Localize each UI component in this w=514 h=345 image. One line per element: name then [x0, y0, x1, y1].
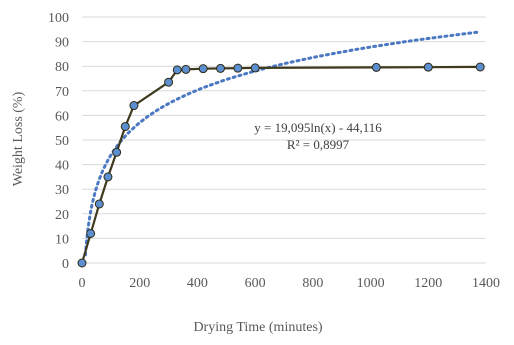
x-tick-label: 200: [129, 276, 150, 291]
gridlines: [82, 16, 486, 239]
x-tick-label: 1200: [414, 276, 442, 291]
y-tick-label: 30: [55, 183, 69, 198]
x-tick-label: 0: [79, 276, 86, 291]
data-point: [94, 199, 104, 209]
data-point: [216, 63, 226, 73]
data-point: [129, 101, 139, 111]
y-tick-label: 100: [48, 11, 69, 26]
y-axis-title: Weight Loss (%): [11, 91, 26, 186]
data-point: [250, 63, 260, 73]
data-point: [164, 77, 174, 87]
y-tick-label: 50: [55, 134, 69, 149]
x-tick-label: 600: [245, 276, 266, 291]
y-tick-labels: 0 10 20 30 40 50 60 70 80 90 100: [48, 11, 69, 272]
x-tick-label: 1000: [357, 276, 385, 291]
y-tick-label: 90: [55, 36, 69, 51]
y-tick-label: 40: [55, 159, 69, 174]
data-point: [198, 64, 208, 74]
data-point: [172, 65, 182, 75]
data-point: [475, 62, 485, 72]
y-tick-label: 80: [55, 60, 69, 75]
data-point: [112, 147, 122, 157]
x-axis-title: Drying Time (minutes): [193, 320, 322, 335]
y-tick-label: 10: [55, 232, 69, 247]
y-tick-label: 70: [55, 85, 69, 100]
data-point: [120, 121, 130, 131]
trendline-equation: y = 19,095ln(x) - 44,116: [254, 120, 382, 135]
trendline-r-squared: R² = 0,8997: [287, 137, 350, 152]
y-tick-label: 0: [62, 257, 69, 272]
x-tick-label: 400: [187, 276, 208, 291]
data-point: [423, 62, 433, 72]
x-tick-label: 800: [302, 276, 323, 291]
data-point: [233, 63, 243, 73]
y-tick-label: 20: [55, 208, 69, 223]
trendline: [84, 30, 482, 257]
y-tick-label: 60: [55, 109, 69, 124]
data-point: [86, 228, 96, 238]
data-point: [371, 62, 381, 72]
data-point: [103, 172, 113, 182]
data-points: [77, 62, 485, 268]
data-point: [181, 64, 191, 74]
x-tick-labels: 0 200 400 600 800 1000 1200 1400: [79, 276, 501, 291]
x-tick-label: 1400: [472, 276, 500, 291]
data-point: [77, 258, 87, 268]
